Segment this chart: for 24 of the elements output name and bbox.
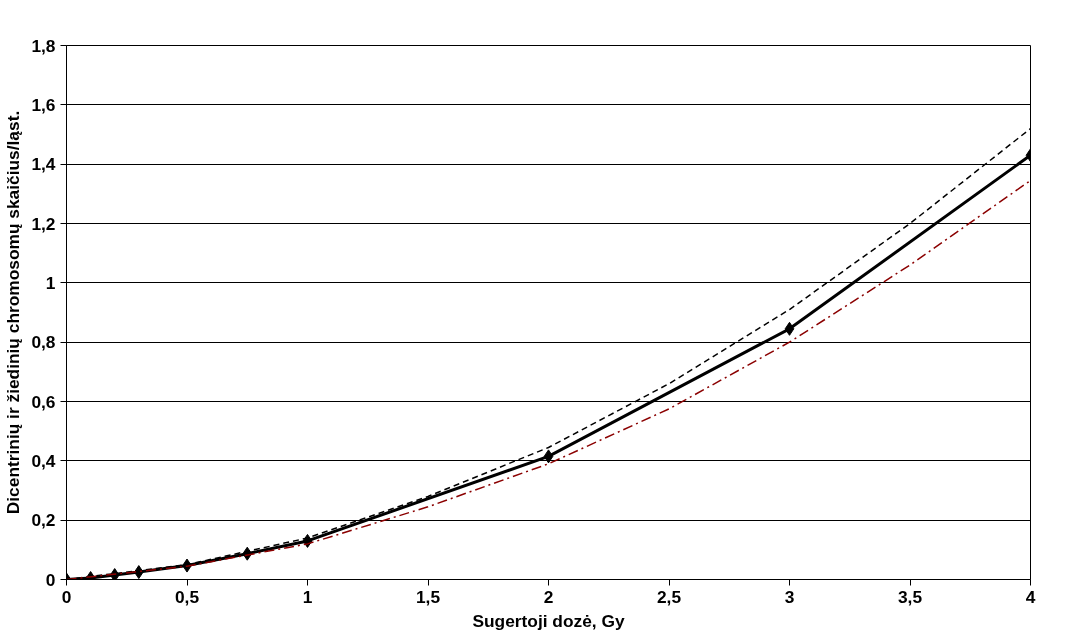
y-tick-label: 0 [45, 569, 56, 590]
y-tick-label: 1,6 [31, 94, 56, 115]
x-tick-label: 2,5 [656, 586, 682, 607]
x-tick-label: 0 [61, 586, 72, 607]
x-tick-label: 1,5 [415, 586, 441, 607]
x-tick-label: 1 [302, 586, 313, 607]
y-tick-label: 1,8 [31, 35, 56, 56]
x-tick-label: 0,5 [174, 586, 200, 607]
point [133, 565, 144, 580]
y-tick-label: 0,6 [31, 391, 56, 412]
y-tick-label: 1 [45, 272, 56, 293]
y-tick-label: 1,4 [31, 154, 56, 175]
y-axis-title: Dicentrinių ir žiedinių chromosomų skaičius/ląst. [3, 110, 24, 515]
x-tick-label: 2 [543, 586, 554, 607]
y-tick-label: 0,8 [31, 332, 56, 353]
y-tick-label: 1,2 [31, 213, 56, 234]
point [784, 321, 795, 336]
point [543, 449, 554, 464]
x-tick-label: 3 [784, 586, 795, 607]
x-tick-label: 3,5 [897, 586, 923, 607]
y-tick-label: 0,2 [31, 510, 56, 531]
x-tick-label: 4 [1025, 586, 1036, 607]
y-tick-label: 0,4 [31, 450, 56, 471]
x-axis-title: Sugertoji dozė, Gy [472, 610, 625, 631]
